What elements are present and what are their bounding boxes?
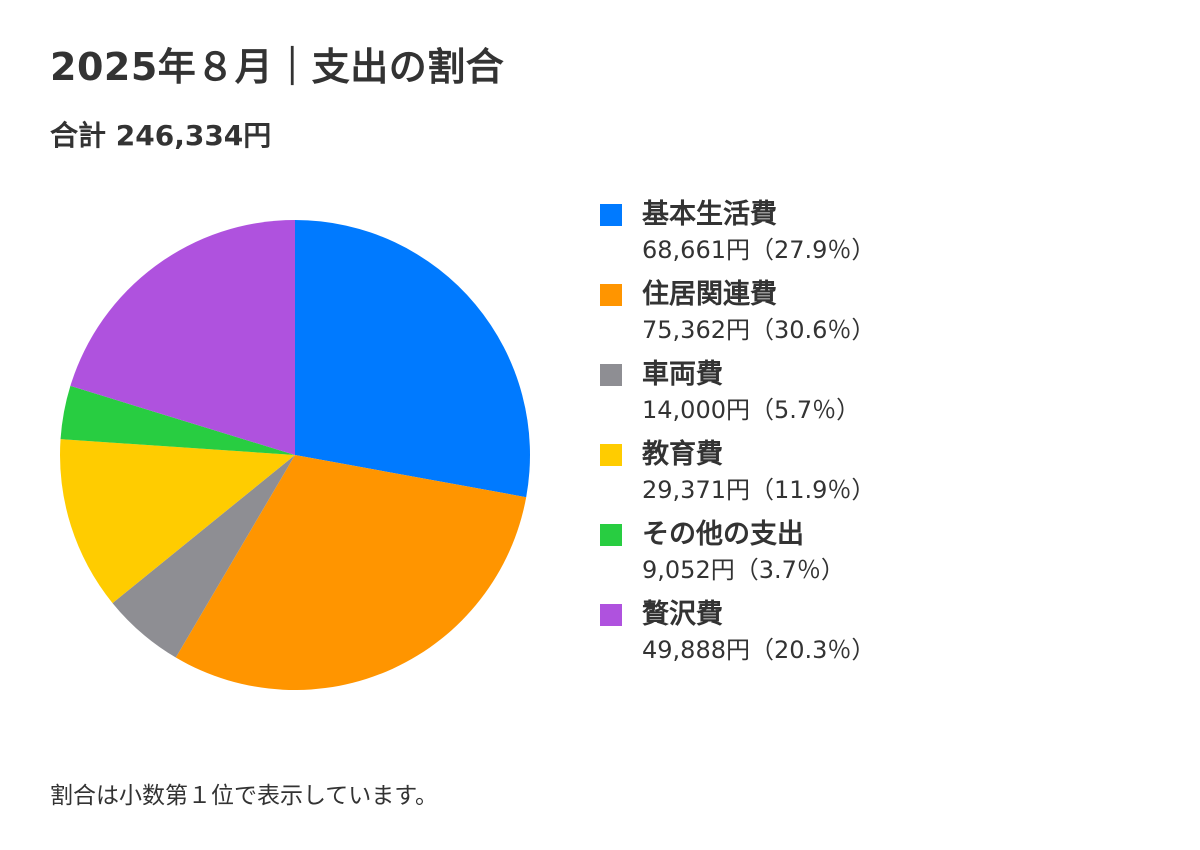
- legend-item-basic-living: 基本生活費 68,661円（27.9％）: [598, 196, 1158, 276]
- legend-swatch-housing: [600, 284, 622, 306]
- chart-title: 2025年８月｜支出の割合: [50, 45, 505, 89]
- legend-label-vehicle: 車両費: [642, 359, 723, 390]
- legend: 基本生活費 68,661円（27.9％） 住居関連費 75,362円（30.6％…: [598, 196, 1158, 676]
- pie-slice-luxury: [70, 220, 296, 455]
- legend-swatch-basic-living: [600, 204, 622, 226]
- legend-swatch-vehicle: [600, 364, 622, 386]
- pie-slice-education: [60, 439, 295, 604]
- legend-label-luxury: 贅沢費: [642, 599, 723, 630]
- legend-item-luxury: 贅沢費 49,888円（20.3％）: [598, 596, 1158, 676]
- legend-value-vehicle: 14,000円（5.7％）: [642, 396, 861, 424]
- pie-chart-svg: [60, 220, 530, 690]
- legend-swatch-luxury: [600, 604, 622, 626]
- total-amount: 合計 246,334円: [50, 119, 272, 152]
- legend-item-housing: 住居関連費 75,362円（30.6％）: [598, 276, 1158, 356]
- legend-label-housing: 住居関連費: [642, 279, 777, 310]
- pie-chart: [50, 210, 540, 700]
- pie-slice-basic-living: [295, 220, 530, 498]
- legend-item-education: 教育費 29,371円（11.9％）: [598, 436, 1158, 516]
- legend-item-other: その他の支出 9,052円（3.7％）: [598, 516, 1158, 596]
- legend-swatch-education: [600, 444, 622, 466]
- legend-label-basic-living: 基本生活費: [642, 199, 777, 230]
- pie-slice-housing: [175, 455, 527, 690]
- legend-label-other: その他の支出: [642, 519, 804, 550]
- legend-swatch-other: [600, 524, 622, 546]
- pie-slice-vehicle: [112, 455, 295, 658]
- legend-value-luxury: 49,888円（20.3％）: [642, 636, 876, 664]
- legend-value-housing: 75,362円（30.6％）: [642, 316, 876, 344]
- legend-value-education: 29,371円（11.9％）: [642, 476, 876, 504]
- legend-label-education: 教育費: [642, 439, 723, 470]
- legend-item-vehicle: 車両費 14,000円（5.7％）: [598, 356, 1158, 436]
- pie-slice-other: [60, 385, 296, 455]
- footnote: 割合は小数第１位で表示しています。: [50, 783, 439, 809]
- legend-value-basic-living: 68,661円（27.9％）: [642, 236, 876, 264]
- legend-value-other: 9,052円（3.7％）: [642, 556, 845, 584]
